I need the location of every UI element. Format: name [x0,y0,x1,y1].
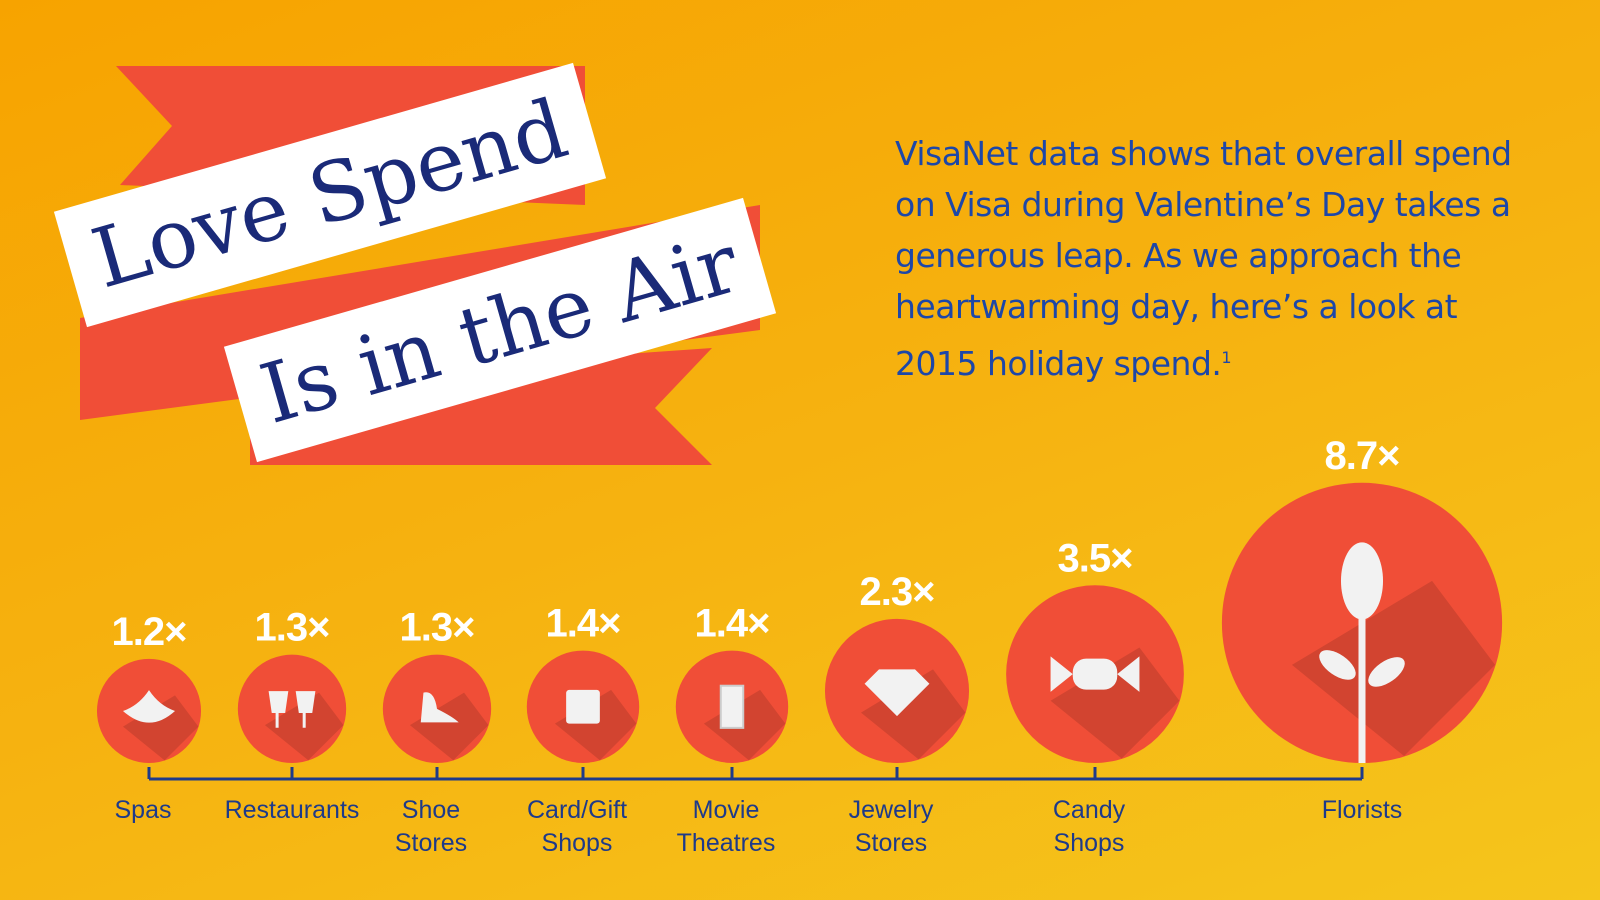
icon-diamond [864,669,930,717]
value-label: 1.3× [255,606,330,650]
category-label: Candy Shops [1052,796,1126,857]
category-label: Florists [1321,796,1403,824]
category-label: Spas [114,796,172,824]
icon [1291,542,1496,763]
category-label: Shoe Stores [394,796,468,857]
icon-glass [295,691,316,728]
icon [122,690,199,761]
icon-candy [1050,656,1073,692]
icon [703,684,786,761]
icon [860,669,966,760]
value-label: 1.3× [400,606,475,650]
description: VisaNet data shows that overall spend on… [895,128,1515,389]
icon-gift [566,689,600,724]
icon-film [719,684,745,729]
icon [1050,647,1180,759]
icon-shadow [409,692,489,761]
icon-shadow [703,689,786,761]
banner-box [223,197,777,463]
value-label: 1.4× [695,602,770,646]
icon-shadow [122,695,199,761]
description-text: VisaNet data shows that overall spend on… [895,134,1512,383]
category-label: Movie Theatres [676,796,776,857]
icon-shadow [554,689,637,761]
category-label: Card/Gift Shops [526,796,628,857]
icon-petal [1340,542,1384,620]
icon-candy [1072,658,1118,690]
icon-candy [1117,656,1140,692]
bubble [237,654,347,763]
icon-leaf [1368,657,1405,687]
icon-lotus [122,690,176,723]
icon-shadow [1050,647,1180,759]
category-label: Restaurants [224,796,360,824]
icon-glass [268,691,289,728]
banner-box [53,62,607,328]
icon-shadow [860,669,966,760]
icon [554,689,637,761]
footnote: 1 [1221,348,1232,367]
icon [264,691,344,761]
value-label: 8.7× [1325,434,1400,478]
value-label: 1.4× [546,602,621,646]
value-label: 3.5× [1058,536,1133,580]
icon [409,692,489,761]
icon-shoe [420,692,459,723]
category-label: Jewelry Stores [848,796,934,857]
value-label: 1.2× [112,610,187,654]
value-label: 2.3× [860,570,935,614]
icon-leaf [1319,650,1356,680]
